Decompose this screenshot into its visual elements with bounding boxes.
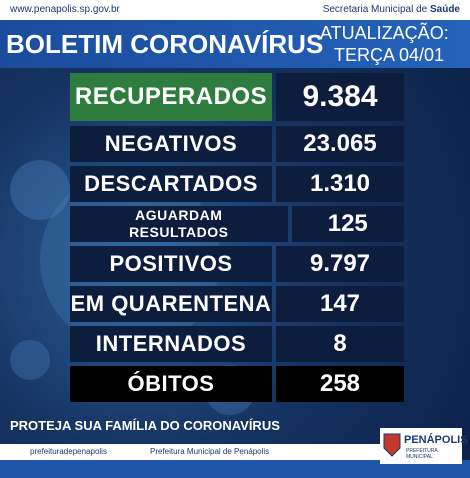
logo-name: PENÁPOLIS	[404, 434, 468, 446]
table-row: AGUARDAM RESULTADOS 125	[70, 206, 404, 242]
row-value: 125	[291, 206, 404, 242]
table-row: EM QUARENTENA 147	[70, 286, 404, 322]
table-row: INTERNADOS 8	[70, 326, 404, 362]
row-label: POSITIVOS	[70, 246, 272, 282]
row-label: RECUPERADOS	[70, 73, 272, 121]
row-value: 9.384	[276, 73, 404, 121]
logo-crest	[383, 433, 401, 457]
row-value: 9.797	[276, 246, 404, 282]
youtube: Prefeitura Municipal de Penápolis	[150, 447, 270, 456]
title: BOLETIM CORONAVÍRUS	[6, 29, 324, 59]
top-strip: www.penapolis.sp.gov.br Secretaria Munic…	[0, 0, 470, 20]
department-text: Secretaria Municipal de	[322, 4, 428, 15]
instagram: prefeituradepenapolis	[30, 447, 107, 456]
row-value: 1.310	[276, 166, 404, 202]
row-value: 23.065	[276, 126, 404, 162]
social-strip: prefeituradepenapolis Prefeitura Municip…	[0, 444, 380, 460]
row-value: 8	[276, 326, 404, 362]
table-row: POSITIVOS 9.797	[70, 246, 404, 282]
row-label: DESCARTADOS	[70, 166, 272, 202]
department: Secretaria Municipal de Saúde	[323, 4, 460, 15]
bottom-bar	[0, 460, 470, 478]
banner: BOLETIM CORONAVÍRUS ATUALIZAÇÃO: TERÇA 0…	[0, 20, 470, 68]
table-row: NEGATIVOS 23.065	[70, 126, 404, 162]
department-bold: Saúde	[429, 4, 460, 15]
logo-sub: PREFEITURA MUNICIPAL	[406, 448, 438, 460]
logo: PENÁPOLIS PREFEITURA MUNICIPAL	[380, 428, 468, 464]
row-label: INTERNADOS	[70, 326, 272, 362]
row-label: EM QUARENTENA	[70, 286, 272, 322]
row-value: 147	[276, 286, 404, 322]
update-date: TERÇA 04/01	[334, 45, 445, 65]
update-label: ATUALIZAÇÃO:	[320, 23, 449, 43]
row-label: ÓBITOS	[70, 366, 272, 402]
row-label: AGUARDAM RESULTADOS	[70, 206, 288, 242]
table-row: RECUPERADOS 9.384	[70, 73, 404, 121]
url: www.penapolis.sp.gov.br	[10, 4, 120, 15]
row-label: NEGATIVOS	[70, 126, 272, 162]
slogan: PROTEJA SUA FAMÍLIA DO CORONAVÍRUS	[10, 418, 280, 433]
table-row: DESCARTADOS 1.310	[70, 166, 404, 202]
table-row: ÓBITOS 258	[70, 366, 404, 402]
row-value: 258	[276, 366, 404, 402]
